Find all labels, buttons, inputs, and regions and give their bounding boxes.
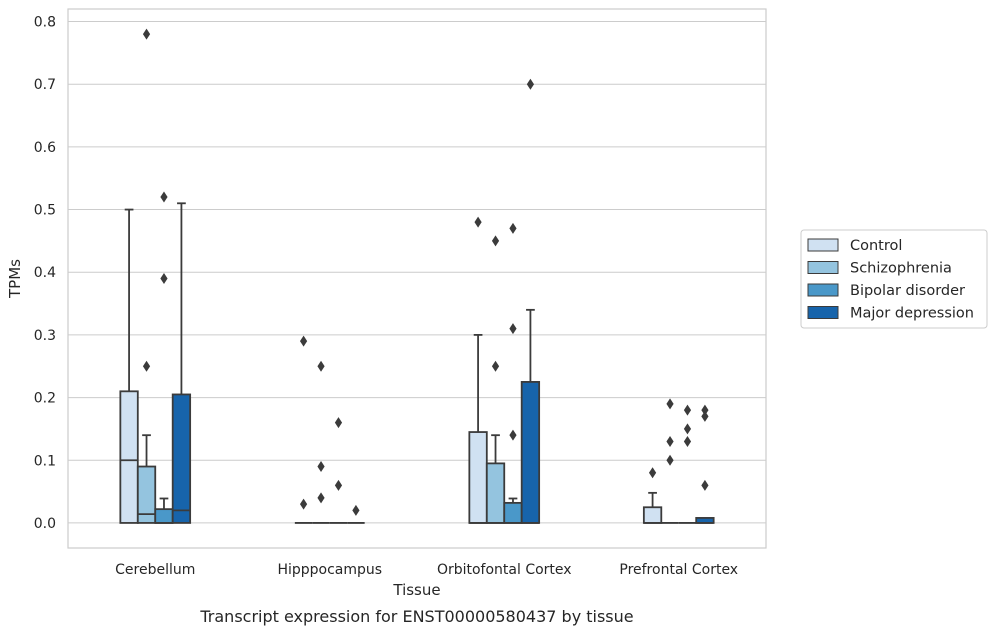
box-major-depression — [171, 202, 192, 524]
box-control — [119, 208, 139, 524]
outlier-point — [701, 479, 709, 491]
outlier-point — [683, 435, 692, 447]
y-axis-label: TPMs — [6, 259, 24, 299]
outlier-point — [509, 323, 517, 335]
box-body — [136, 465, 157, 524]
outlier-point — [474, 216, 482, 228]
x-tick-label: Orbitofontal Cortex — [437, 562, 572, 578]
legend-item: Bipolar disorder — [807, 283, 965, 299]
outlier-point — [317, 360, 325, 372]
outlier-point — [666, 435, 674, 447]
outlier-point — [526, 78, 535, 90]
legend: Control Schizophrenia Bipolar disorder Majo… — [800, 229, 988, 329]
box-schizophrenia — [661, 398, 679, 524]
outlier-point — [666, 454, 674, 466]
outlier-point — [701, 410, 709, 422]
box-schizophrenia — [312, 360, 330, 524]
y-tick-label: 0.2 — [34, 391, 56, 407]
outlier-point — [683, 404, 692, 416]
outlier-point — [317, 492, 325, 504]
box-major-depression — [520, 78, 541, 524]
box-body — [642, 506, 663, 524]
box-control — [294, 335, 313, 524]
legend-label: Bipolar disorder — [850, 283, 965, 299]
legend-item: Major depression — [807, 306, 974, 322]
outlier-point — [491, 235, 500, 247]
y-tick-label: 0.7 — [34, 77, 56, 93]
y-tick-label: 0.0 — [34, 516, 56, 532]
box-control — [468, 216, 488, 524]
outlier-point — [509, 429, 517, 441]
box-body — [520, 381, 541, 524]
outlier-point — [317, 461, 325, 473]
y-tick-label: 0.8 — [34, 15, 56, 31]
x-axis-label: Tissue — [392, 581, 440, 599]
outlier-point — [334, 417, 343, 429]
outlier-point — [142, 360, 151, 372]
box-body — [485, 462, 506, 524]
box-bipolar-disorder — [678, 404, 697, 524]
y-tick-label: 0.5 — [34, 203, 56, 219]
x-tick-label: Hipppocampus — [277, 562, 382, 578]
y-tick-label: 0.3 — [34, 328, 56, 344]
box-body — [468, 431, 488, 524]
box-schizophrenia — [485, 235, 506, 524]
legend-label: Schizophrenia — [850, 261, 952, 277]
legend-frame — [800, 229, 988, 329]
y-tick-label: 0.1 — [34, 453, 56, 469]
box-bipolar-disorder — [154, 191, 174, 524]
box-control — [642, 467, 663, 524]
box-major-depression — [347, 504, 365, 524]
box-body — [154, 508, 174, 524]
box-schizophrenia — [136, 28, 157, 524]
outlier-point — [352, 504, 360, 516]
legend-swatch — [807, 238, 839, 252]
x-tick-label: Prefrontal Cortex — [619, 562, 738, 578]
outlier-point — [648, 467, 657, 479]
outlier-point — [683, 423, 692, 435]
legend-item: Schizophrenia — [807, 261, 952, 277]
box-body — [171, 393, 192, 524]
legend-swatch — [807, 306, 839, 319]
box-major-depression — [695, 404, 715, 524]
outlier-point — [491, 360, 500, 372]
outlier-point — [142, 28, 151, 40]
outlier-point — [666, 398, 674, 410]
chart-title: Transcript expression for ENST0000058043… — [199, 607, 633, 626]
box-plot-series — [119, 28, 715, 524]
outlier-point — [334, 479, 343, 491]
outlier-point — [160, 273, 168, 284]
x-tick-labels: Cerebellum Hipppocampus Orbitofontal Corte… — [115, 562, 738, 578]
legend-item: Control — [807, 238, 902, 254]
box-body — [503, 501, 523, 524]
box-bipolar-disorder — [503, 222, 523, 524]
legend-label: Major depression — [850, 306, 974, 322]
box-body — [119, 390, 139, 524]
outlier-point — [160, 191, 168, 203]
y-tick-label: 0.4 — [34, 265, 56, 281]
outlier-point — [299, 335, 308, 347]
y-tick-labels: 0.0 0.1 0.2 0.3 0.4 0.5 0.6 0.7 0.8 — [34, 15, 56, 532]
legend-label: Control — [850, 238, 902, 254]
outlier-point — [299, 498, 308, 510]
plot-area-frame — [67, 8, 767, 549]
outlier-point — [701, 404, 709, 416]
box-bipolar-disorder — [329, 417, 348, 524]
x-tick-label: Cerebellum — [115, 562, 195, 578]
outlier-point — [509, 222, 517, 234]
legend-swatch — [807, 261, 839, 274]
y-tick-label: 0.6 — [34, 140, 56, 156]
legend-swatch — [807, 283, 839, 297]
